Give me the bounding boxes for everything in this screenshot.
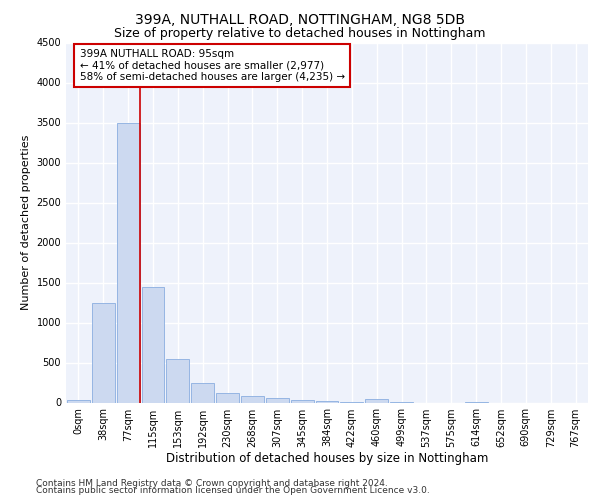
- Y-axis label: Number of detached properties: Number of detached properties: [21, 135, 31, 310]
- Text: Contains public sector information licensed under the Open Government Licence v3: Contains public sector information licen…: [36, 486, 430, 495]
- Bar: [67, 400, 90, 402]
- Bar: [191, 382, 214, 402]
- Bar: [241, 396, 264, 402]
- X-axis label: Distribution of detached houses by size in Nottingham: Distribution of detached houses by size …: [166, 452, 488, 466]
- Bar: [92, 302, 115, 402]
- Bar: [142, 286, 164, 403]
- Text: 399A, NUTHALL ROAD, NOTTINGHAM, NG8 5DB: 399A, NUTHALL ROAD, NOTTINGHAM, NG8 5DB: [135, 12, 465, 26]
- Text: Contains HM Land Registry data © Crown copyright and database right 2024.: Contains HM Land Registry data © Crown c…: [36, 478, 388, 488]
- Bar: [216, 392, 239, 402]
- Text: 399A NUTHALL ROAD: 95sqm
← 41% of detached houses are smaller (2,977)
58% of sem: 399A NUTHALL ROAD: 95sqm ← 41% of detach…: [80, 49, 345, 82]
- Bar: [117, 122, 140, 402]
- Bar: [365, 400, 388, 402]
- Bar: [291, 400, 314, 402]
- Bar: [166, 358, 189, 403]
- Text: Size of property relative to detached houses in Nottingham: Size of property relative to detached ho…: [114, 28, 486, 40]
- Bar: [266, 398, 289, 402]
